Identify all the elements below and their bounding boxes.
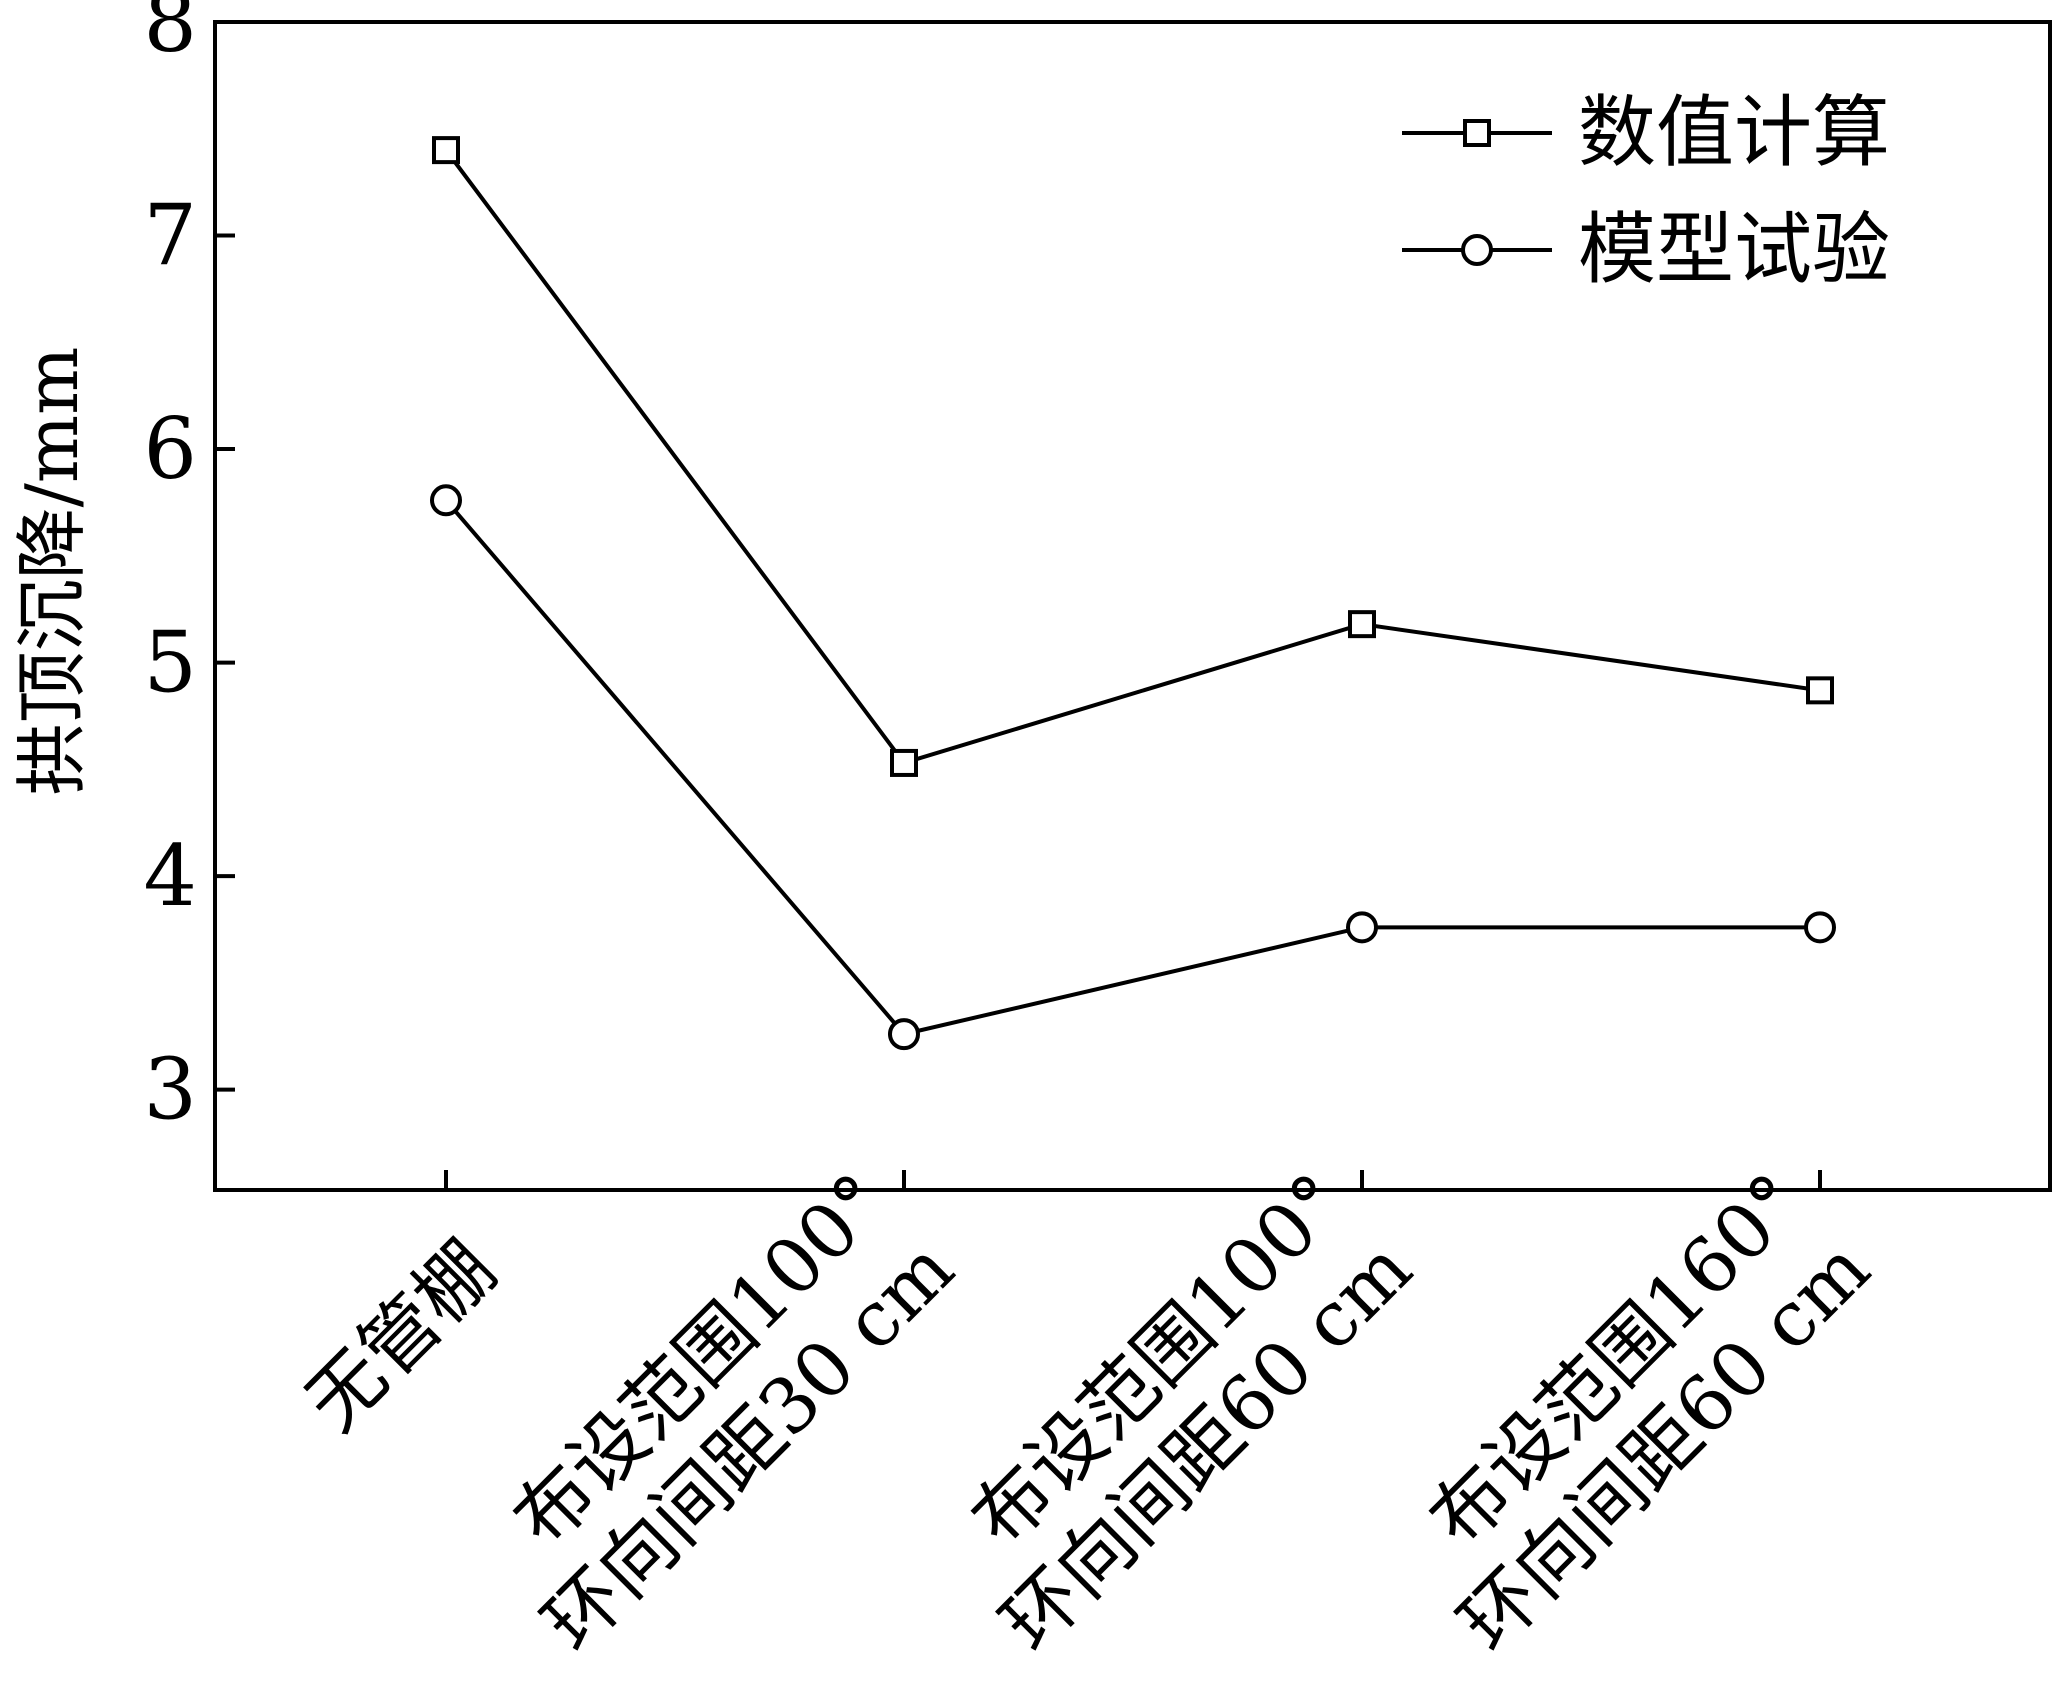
data-point-2 (1346, 911, 1378, 944)
legend-marker (1463, 119, 1491, 147)
x-tick-label-group: 布设范围160°环向间距60 cm (1412, 1156, 1887, 1668)
y-tick-label: 3 (144, 1041, 197, 1139)
legend-marker (1461, 234, 1493, 266)
y-tick-label: 6 (144, 400, 197, 498)
plot-frame (213, 20, 2052, 1192)
data-point-1 (1806, 676, 1834, 705)
data-point-1 (432, 136, 460, 165)
legend-label: 模型试验 (1578, 205, 1890, 295)
y-tick-label: 5 (144, 614, 197, 712)
y-tick-label: 7 (144, 187, 197, 285)
series-line-1 (444, 148, 1821, 766)
data-point-2 (1804, 911, 1836, 944)
y-tick-label: 4 (144, 827, 197, 925)
x-tick-label-group: 无管棚 (288, 1224, 512, 1448)
x-tick-label-group: 布设范围100°环向间距30 cm (496, 1156, 971, 1668)
data-point-2 (888, 1018, 920, 1051)
x-tick-label: 无管棚 (288, 1224, 512, 1448)
x-tick-label-group: 布设范围100°环向间距60 cm (954, 1156, 1429, 1668)
data-point-1 (890, 748, 918, 777)
series-line-2 (444, 499, 1820, 1037)
legend-label: 数值计算 (1578, 88, 1890, 178)
y-tick-label: 8 (144, 0, 197, 71)
data-point-2 (430, 484, 462, 517)
y-axis-title: 拱顶沉降/mm (10, 347, 94, 796)
data-point-1 (1348, 610, 1376, 639)
